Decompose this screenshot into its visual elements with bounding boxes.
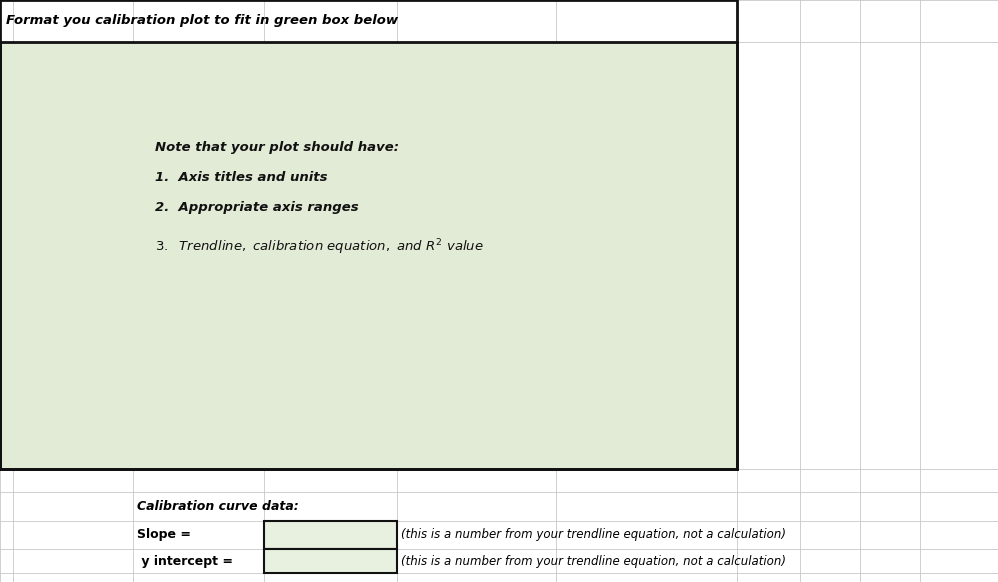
Bar	[0, 42, 737, 469]
Text: (this is a number from your trendline equation, not a calculation): (this is a number from your trendline eq…	[401, 555, 786, 567]
Text: 1.  Axis titles and units: 1. Axis titles and units	[155, 171, 327, 184]
Text: (this is a number from your trendline equation, not a calculation): (this is a number from your trendline eq…	[401, 528, 786, 541]
Text: $\bf{\it{3.\ \ Trendline,\ calibration\ equation,\ and\ R^{2}\ value}}$: $\bf{\it{3.\ \ Trendline,\ calibration\ …	[155, 237, 483, 257]
Bar	[264, 521, 397, 549]
Bar	[0, 0, 737, 469]
Text: 2.  Appropriate axis ranges: 2. Appropriate axis ranges	[155, 201, 358, 214]
Text: Note that your plot should have:: Note that your plot should have:	[155, 141, 398, 154]
Text: Format you calibration plot to fit in green box below: Format you calibration plot to fit in gr…	[6, 15, 398, 27]
Text: y intercept =: y intercept =	[137, 555, 233, 567]
Text: Calibration curve data:: Calibration curve data:	[137, 500, 298, 513]
Bar	[264, 549, 397, 573]
Text: Slope =: Slope =	[137, 528, 191, 541]
